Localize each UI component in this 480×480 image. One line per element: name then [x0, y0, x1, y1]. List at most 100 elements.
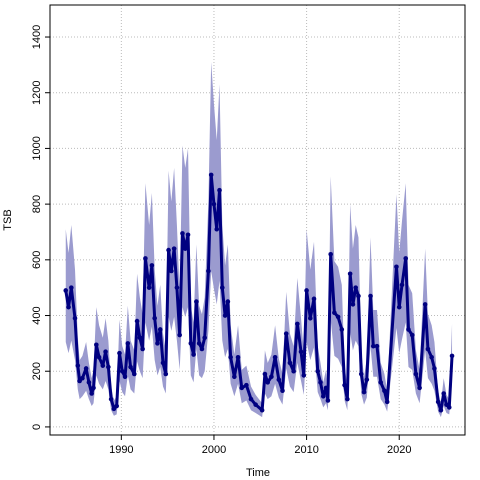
data-point: [180, 231, 185, 236]
data-point: [248, 396, 254, 402]
data-point: [378, 380, 384, 385]
data-point: [202, 335, 207, 341]
data-point: [399, 282, 405, 288]
data-point: [308, 316, 313, 321]
data-point: [429, 354, 434, 360]
data-point: [208, 172, 214, 178]
data-point: [191, 352, 196, 357]
data-point: [232, 374, 237, 380]
data-point: [217, 187, 222, 193]
data-point: [272, 354, 278, 360]
data-point: [228, 354, 233, 360]
data-point: [444, 402, 449, 407]
data-point: [174, 285, 180, 290]
data-point: [108, 396, 114, 402]
data-point: [358, 371, 364, 377]
plot-frame: [49, 4, 466, 436]
x-axis-label: Time: [246, 467, 270, 479]
data-point: [199, 346, 205, 352]
data-point: [160, 360, 166, 366]
data-point: [259, 407, 265, 413]
data-point: [298, 349, 304, 355]
x-tick-label: 1990: [109, 444, 133, 456]
data-point: [211, 201, 217, 207]
data-point: [276, 377, 282, 382]
data-point: [146, 285, 152, 290]
data-point: [280, 388, 285, 394]
data-point: [382, 388, 387, 394]
data-point: [323, 385, 329, 391]
data-point: [83, 366, 89, 371]
data-point: [63, 288, 69, 293]
confidence-band: [65, 62, 453, 418]
data-point: [409, 332, 415, 338]
data-point: [441, 391, 446, 396]
data-point: [425, 346, 431, 352]
data-point: [413, 371, 419, 377]
data-point: [119, 368, 125, 374]
data-point: [80, 375, 85, 381]
data-point: [301, 373, 307, 378]
data-point: [225, 299, 231, 304]
data-point: [188, 341, 194, 346]
y-tick-label: 600: [31, 251, 43, 269]
data-point: [328, 251, 333, 257]
data-point: [66, 304, 71, 310]
data-point: [353, 285, 358, 290]
series-line: [64, 173, 454, 412]
data-point: [143, 256, 148, 261]
data-point: [332, 310, 337, 316]
data-point: [304, 288, 309, 293]
data-point: [291, 368, 296, 374]
data-point: [438, 407, 444, 413]
data-point: [103, 349, 108, 355]
y-tick-label: 800: [31, 195, 43, 213]
data-point: [339, 327, 345, 332]
data-point: [185, 232, 191, 238]
data-point: [166, 247, 171, 253]
data-point: [134, 318, 140, 324]
data-point: [350, 302, 356, 307]
data-point: [222, 313, 228, 318]
data-point: [394, 264, 399, 270]
data-point: [206, 268, 211, 274]
data-point: [117, 350, 122, 356]
data-point: [403, 256, 409, 261]
data-point: [244, 382, 249, 388]
data-point: [345, 396, 350, 402]
data-point: [287, 360, 293, 366]
data-point: [311, 296, 317, 302]
data-point: [94, 342, 99, 348]
data-point: [449, 353, 455, 359]
data-point: [435, 399, 441, 405]
data-point: [171, 246, 177, 251]
data-point: [262, 371, 268, 377]
data-point: [163, 371, 169, 377]
x-tick-label: 2000: [202, 444, 226, 456]
data-point: [396, 304, 402, 310]
data-point: [131, 371, 137, 377]
data-point: [417, 385, 422, 391]
data-point: [75, 363, 81, 368]
data-point: [152, 316, 157, 321]
data-point: [140, 346, 145, 352]
y-axis-label: TSB: [2, 209, 14, 230]
data-point: [235, 354, 241, 360]
data-point: [325, 398, 331, 403]
data-point: [265, 380, 270, 385]
y-tick-label: 200: [31, 362, 43, 380]
data-point: [91, 385, 96, 391]
data-point: [96, 354, 102, 360]
data-point: [128, 364, 133, 370]
data-point: [364, 377, 370, 382]
data-point: [196, 341, 202, 346]
data-point: [155, 341, 160, 346]
y-tick-label: 1400: [31, 25, 43, 49]
data-point: [356, 293, 361, 299]
data-point: [422, 302, 428, 307]
x-tick-label: 2020: [387, 444, 411, 456]
data-point: [182, 246, 188, 251]
data-point: [69, 285, 74, 290]
data-point: [342, 382, 347, 388]
